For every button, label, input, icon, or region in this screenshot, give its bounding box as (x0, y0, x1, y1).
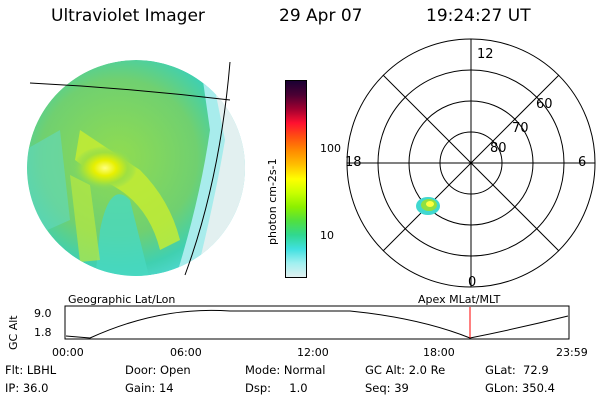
timeline-xtick-2359: 23:59 (556, 346, 588, 359)
mlt-label-12: 12 (477, 47, 494, 62)
altitude-curve (65, 309, 569, 339)
date-label: 29 Apr 07 (279, 6, 363, 26)
mlt-label-6: 6 (578, 155, 587, 170)
dsp-status: Dsp: 1.0 (245, 381, 308, 395)
geographic-caption: Geographic Lat/Lon (68, 293, 176, 306)
geo-latitude-line (29, 82, 231, 101)
mlat-label-70: 70 (512, 121, 529, 136)
time-label: 19:24:27 UT (426, 6, 531, 26)
filter-status: Flt: LBHL (5, 363, 57, 377)
glon-status: GLon: 350.4 (485, 381, 555, 395)
ip-status: IP: 36.0 (5, 381, 49, 395)
aurora-spot (416, 197, 440, 215)
instrument-title: Ultraviolet Imager (51, 6, 205, 26)
timeline-ytick-bottom: 1.8 (34, 326, 52, 339)
polar-grid (346, 38, 596, 288)
mlat-label-60: 60 (536, 97, 553, 112)
seq-status: Seq: 39 (365, 381, 409, 395)
colorbar-tick-100: 100 (320, 142, 341, 155)
gain-status: Gain: 14 (125, 381, 174, 395)
door-status: Door: Open (125, 363, 191, 377)
mlt-label-0: 0 (468, 275, 477, 290)
glat-status: GLat: 72.9 (485, 363, 549, 377)
geo-longitude-line (184, 61, 231, 276)
colorbar (285, 80, 307, 278)
emission-disc (27, 60, 245, 276)
auroral-image-panel (27, 60, 245, 276)
mlat-label-80: 80 (490, 141, 507, 156)
mlt-label-18: 18 (345, 155, 362, 170)
timeline-xtick-0000: 00:00 (52, 346, 84, 359)
timeline-xtick-1800: 18:00 (423, 346, 455, 359)
apex-caption: Apex MLat/MLT (418, 293, 501, 306)
timeline-xtick-1200: 12:00 (297, 346, 329, 359)
colorbar-tick-10: 10 (320, 229, 334, 242)
timeline-xtick-0600: 06:00 (170, 346, 202, 359)
gc-alt-status: GC Alt: 2.0 Re (365, 363, 446, 377)
mode-status: Mode: Normal (245, 363, 326, 377)
timeline-ytick-top: 9.0 (34, 307, 52, 320)
